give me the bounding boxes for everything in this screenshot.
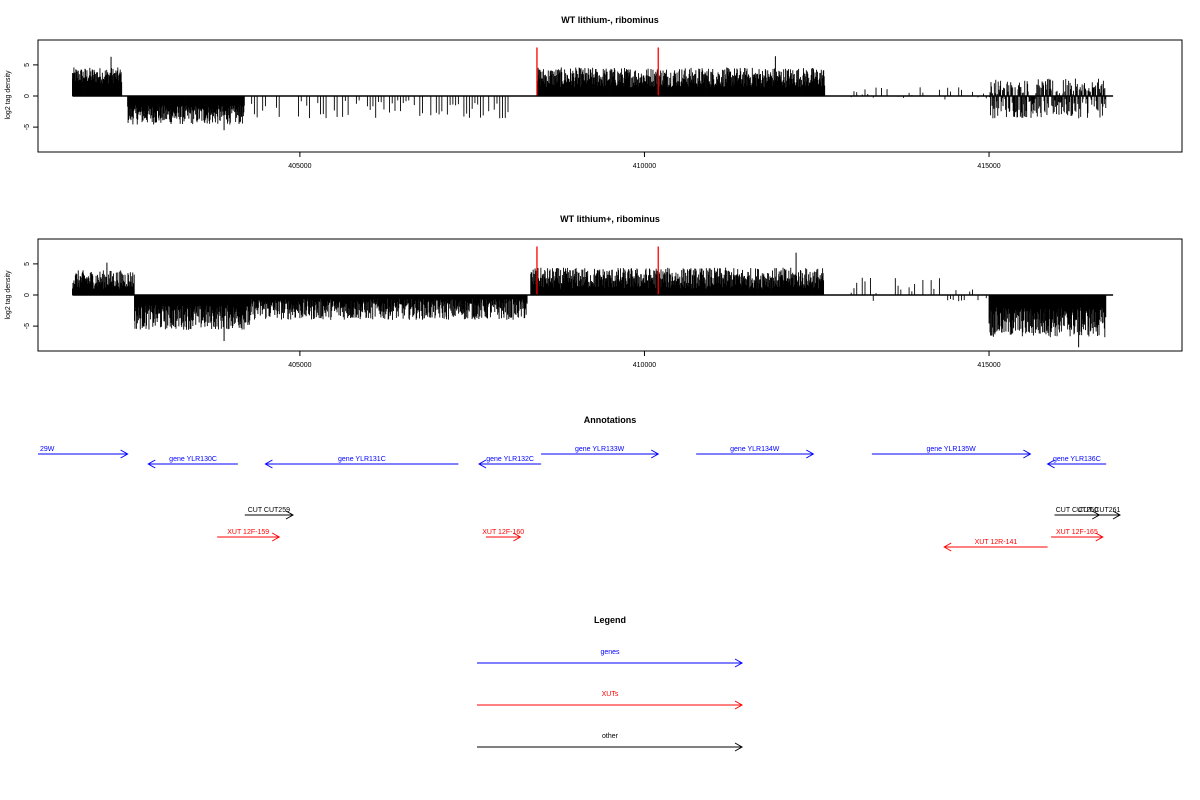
annotation-arrowhead <box>943 542 952 552</box>
legend-arrowhead <box>734 658 744 668</box>
annotation-arrowhead <box>271 532 281 542</box>
x-tick-label: 405000 <box>288 362 311 369</box>
y-tick-label: -5 <box>24 323 31 329</box>
track-2-ylabel: log2 tag density <box>5 270 12 320</box>
legend-arrowhead <box>734 700 744 710</box>
annotation-feature: XUT 12F-159 <box>217 529 281 542</box>
annotation-feature: gene YLR135W <box>871 446 1032 459</box>
annotation-feature: CUT CUT261 <box>1078 507 1121 520</box>
annotation-label: XUT 12F-160 <box>482 529 524 536</box>
annotations-panel: Annotations 29W gene YLR130C gene YLR131C g… <box>38 415 1121 552</box>
annotation-feature: XUT 12F-160 <box>482 529 524 542</box>
annotation-label: CUT CUT261 <box>1078 507 1120 514</box>
legend-label: XUTs <box>602 691 619 698</box>
annotation-arrowhead <box>650 449 660 459</box>
annotation-feature: gene YLR132C <box>478 456 542 469</box>
annotation-label: XUT 12F-159 <box>227 529 269 536</box>
legend-arrowhead <box>734 742 744 752</box>
legend-item: XUTs <box>477 691 744 710</box>
annotation-arrowhead <box>1112 510 1121 520</box>
annotations-title: Annotations <box>584 415 637 425</box>
track-2: WT lithium+, ribominus log2 tag density … <box>5 214 1183 369</box>
x-tick-label: 410000 <box>633 163 656 170</box>
annotation-arrowhead <box>513 532 522 542</box>
annotation-feature: gene YLR133W <box>541 446 660 459</box>
track-1-bars <box>72 47 1114 131</box>
annotation-label: gene YLR132C <box>486 456 534 463</box>
legend-item: other <box>477 733 744 752</box>
x-tick-label: 415000 <box>977 163 1000 170</box>
track-2-title: WT lithium+, ribominus <box>560 214 660 224</box>
annotation-feature: gene YLR131C <box>264 456 459 469</box>
legend-panel: Legend genes XUTs other <box>477 615 744 752</box>
annotation-items: 29W gene YLR130C gene YLR131C gene YLR132C g… <box>38 446 1121 552</box>
track-1-axes: 405000 410000 415000 5 0 -5 <box>24 39 1183 170</box>
annotation-label: XUT 12R-141 <box>975 539 1018 546</box>
annotation-feature: gene YLR134W <box>696 446 815 459</box>
annotation-label: gene YLR133W <box>575 446 625 453</box>
annotation-label: gene YLR130C <box>169 456 217 463</box>
y-tick-label: 0 <box>24 293 31 297</box>
x-tick-label: 405000 <box>288 163 311 170</box>
x-tick-label: 415000 <box>977 362 1000 369</box>
y-tick-label: 5 <box>24 63 31 67</box>
annotation-arrowhead <box>806 449 815 459</box>
annotation-arrowhead <box>478 459 487 469</box>
annotation-arrowhead <box>1046 459 1055 469</box>
annotation-feature: 29W <box>38 446 129 459</box>
legend-item: genes <box>477 649 744 668</box>
y-tick-label: 0 <box>24 94 31 98</box>
annotation-feature: gene YLR136C <box>1046 456 1107 469</box>
annotation-feature: CUT CUT259 <box>244 507 294 520</box>
annotation-arrowhead <box>264 459 273 469</box>
track-2-axes: 405000 410000 415000 5 0 -5 <box>24 238 1183 369</box>
track-1-title: WT lithium-, ribominus <box>561 15 659 25</box>
track-2-bars <box>72 246 1114 348</box>
x-tick-label: 410000 <box>633 362 656 369</box>
annotation-feature: gene YLR130C <box>147 456 238 469</box>
annotation-label: XUT 12F-165 <box>1056 529 1098 536</box>
track-1-ylabel: log2 tag density <box>5 70 12 120</box>
annotation-label: gene YLR134W <box>730 446 780 453</box>
annotation-arrowhead <box>120 449 129 459</box>
annotation-arrowhead <box>147 459 156 469</box>
annotation-feature: XUT 12F-165 <box>1051 529 1104 542</box>
y-tick-label: -5 <box>24 124 31 130</box>
annotation-label: gene YLR135W <box>926 446 976 453</box>
legend-label: genes <box>600 649 620 656</box>
legend-items: genes XUTs other <box>477 649 744 752</box>
annotation-arrowhead <box>285 510 294 520</box>
track-1: WT lithium-, ribominus log2 tag density … <box>5 15 1183 170</box>
legend-label: other <box>602 733 619 740</box>
annotation-label: 29W <box>40 446 55 453</box>
annotation-label: gene YLR136C <box>1053 456 1101 463</box>
annotation-arrowhead <box>1023 449 1032 459</box>
annotation-label: CUT CUT260 <box>1056 507 1098 514</box>
y-tick-label: 5 <box>24 262 31 266</box>
annotation-feature: XUT 12R-141 <box>943 539 1048 552</box>
annotation-label: CUT CUT259 <box>248 507 290 514</box>
annotation-label: gene YLR131C <box>338 456 386 463</box>
legend-title: Legend <box>594 615 626 625</box>
annotation-arrowhead <box>1095 532 1104 542</box>
